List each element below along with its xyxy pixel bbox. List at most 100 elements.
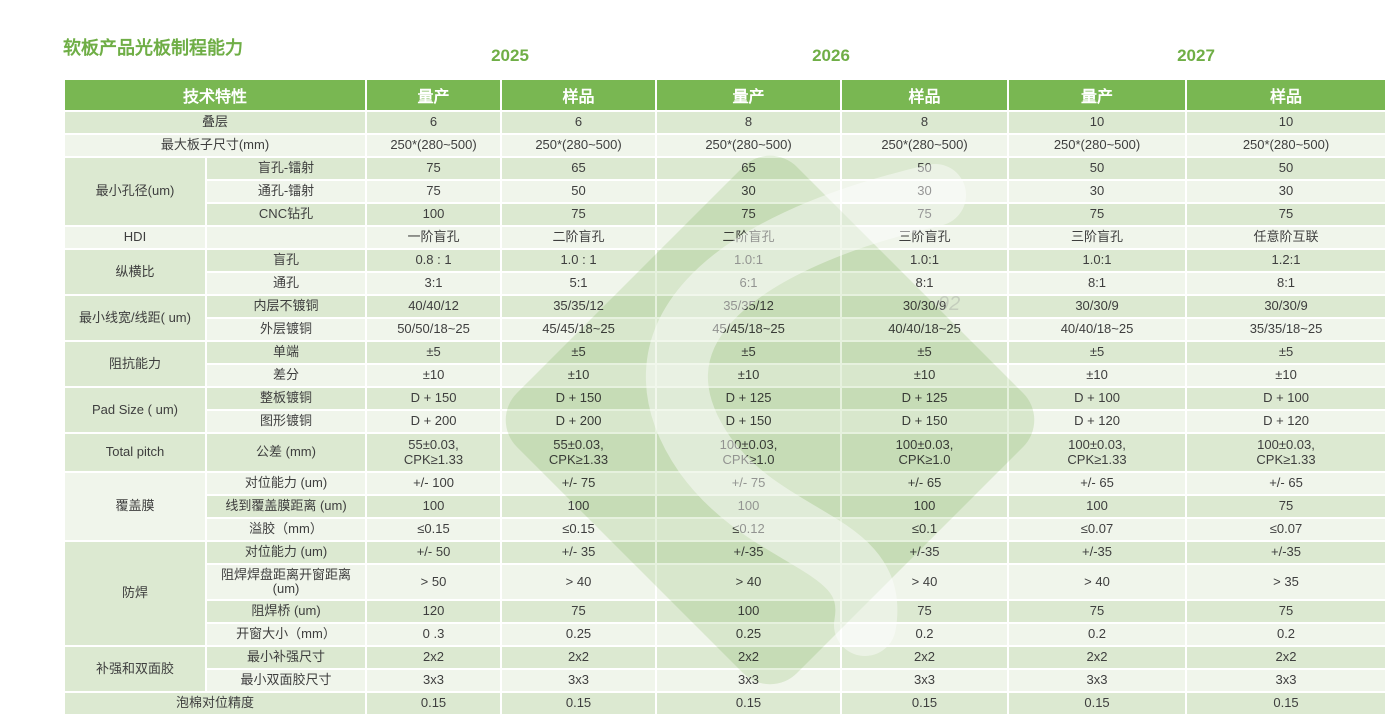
table-row: 图形镀铜 D + 200 D + 200 D + 150 D + 150 D +… bbox=[64, 409, 1388, 434]
row-sub-label: 通孔 bbox=[204, 271, 368, 296]
cell-value: 75 bbox=[500, 202, 658, 227]
row-group-label: 最小孔径(um) bbox=[63, 156, 207, 227]
cell-value: > 40 bbox=[840, 563, 1010, 601]
cell-value: 1.0:1 bbox=[1007, 248, 1188, 273]
row-sub-label: 盲孔-镭射 bbox=[204, 156, 368, 181]
cell-value: 二阶盲孔 bbox=[500, 225, 658, 250]
table-row: 差分 ±10 ±10 ±10 ±10 ±10 ±10 bbox=[64, 363, 1388, 388]
row-sub-label: 开窗大小（mm） bbox=[204, 622, 368, 647]
cell-value: ±5 bbox=[1185, 340, 1388, 365]
cell-value: 0.15 bbox=[500, 691, 658, 716]
table-row: 通孔-镭射 75 50 30 30 30 30 bbox=[64, 179, 1388, 204]
cell-value: 8:1 bbox=[1007, 271, 1188, 296]
cell-value: ±10 bbox=[1007, 363, 1188, 388]
row-label: 叠层 bbox=[62, 110, 368, 135]
table-row: 最小双面胶尺寸 3x3 3x3 3x3 3x3 3x3 3x3 bbox=[64, 668, 1388, 693]
row-group-label: Total pitch bbox=[63, 432, 207, 473]
cell-value: 30 bbox=[840, 179, 1010, 204]
cell-value: D + 200 bbox=[500, 409, 658, 434]
row-sub-label: 公差 (mm) bbox=[204, 432, 368, 473]
cell-value: 一阶盲孔 bbox=[365, 225, 503, 250]
cell-value: D + 150 bbox=[500, 386, 658, 411]
cell-value: 3x3 bbox=[1007, 668, 1188, 693]
cell-value: 30 bbox=[655, 179, 843, 204]
cell-value: > 40 bbox=[655, 563, 843, 601]
cell-value: 100±0.03, CPK≥1.0 bbox=[840, 432, 1010, 473]
cell-value: 75 bbox=[840, 202, 1010, 227]
cell-value: 35/35/12 bbox=[500, 294, 658, 319]
cell-value: 30 bbox=[1007, 179, 1188, 204]
cell-value: 30/30/9 bbox=[1185, 294, 1388, 319]
year-header-row: 2025 2026 2027 bbox=[365, 46, 1385, 66]
cell-value: ±10 bbox=[500, 363, 658, 388]
cell-value: 5:1 bbox=[500, 271, 658, 296]
cell-value: 3x3 bbox=[365, 668, 503, 693]
cell-value: 100 bbox=[655, 599, 843, 624]
table-row: 覆盖膜 对位能力 (um) +/- 100 +/- 75 +/- 75 +/- … bbox=[63, 471, 1388, 542]
cell-value: 1.2:1 bbox=[1185, 248, 1388, 273]
row-group-label: 纵横比 bbox=[63, 248, 207, 296]
cell-value: 1.0:1 bbox=[655, 248, 843, 273]
table-row: 泡棉对位精度 0.15 0.15 0.15 0.15 0.15 0.15 bbox=[62, 691, 1388, 716]
cell-value: ±10 bbox=[840, 363, 1010, 388]
row-sub-label: 溢胶（mm） bbox=[204, 517, 368, 542]
cell-value: 100 bbox=[1007, 494, 1188, 519]
cell-value: 250*(280~500) bbox=[500, 133, 658, 158]
cell-value: 40/40/18~25 bbox=[1007, 317, 1188, 342]
row-group-label: 阻抗能力 bbox=[63, 340, 207, 388]
cell-value: 3x3 bbox=[655, 668, 843, 693]
cell-value: 0.2 bbox=[1185, 622, 1388, 647]
cell-value: 75 bbox=[655, 202, 843, 227]
cell-value: 65 bbox=[655, 156, 843, 181]
cell-value: 50/50/18~25 bbox=[365, 317, 503, 342]
cell-value: D + 100 bbox=[1185, 386, 1388, 411]
cell-value: +/-35 bbox=[840, 540, 1010, 565]
cell-value: 250*(280~500) bbox=[1007, 133, 1188, 158]
cell-value: 任意阶互联 bbox=[1185, 225, 1388, 250]
cell-value: 2x2 bbox=[1007, 645, 1188, 670]
cell-value: 6 bbox=[365, 110, 503, 135]
cell-value: 0.2 bbox=[1007, 622, 1188, 647]
cell-value: 0.2 bbox=[840, 622, 1010, 647]
cell-value: +/- 65 bbox=[1185, 471, 1388, 496]
cell-value: 0.8 : 1 bbox=[365, 248, 503, 273]
cell-value: 10 bbox=[1185, 110, 1388, 135]
header-col-massprod-2026: 量产 bbox=[655, 78, 843, 112]
row-sub-label: 通孔-镭射 bbox=[204, 179, 368, 204]
cell-value: +/- 35 bbox=[500, 540, 658, 565]
cell-value: 8:1 bbox=[840, 271, 1010, 296]
table-row: 通孔 3:1 5:1 6:1 8:1 8:1 8:1 bbox=[64, 271, 1388, 296]
page-title: 软板产品光板制程能力 bbox=[63, 38, 243, 58]
row-sub-label: CNC钻孔 bbox=[204, 202, 368, 227]
cell-value: 40/40/18~25 bbox=[840, 317, 1010, 342]
cell-value: 45/45/18~25 bbox=[500, 317, 658, 342]
cell-value: 250*(280~500) bbox=[365, 133, 503, 158]
cell-value: D + 150 bbox=[840, 409, 1010, 434]
cell-value: 10 bbox=[1007, 110, 1188, 135]
table-row: HDI 一阶盲孔 二阶盲孔 二阶盲孔 三阶盲孔 三阶盲孔 任意阶互联 bbox=[63, 225, 1388, 250]
cell-value: 75 bbox=[1185, 599, 1388, 624]
cell-value: 8 bbox=[655, 110, 843, 135]
cell-value: 0.15 bbox=[1185, 691, 1388, 716]
process-capability-table: 技术特性 量产 样品 量产 样品 量产 样品 叠层 6 6 8 8 10 10 … bbox=[62, 78, 1388, 716]
cell-value: +/- 65 bbox=[840, 471, 1010, 496]
cell-value: 100 bbox=[365, 202, 503, 227]
cell-value: 30 bbox=[1185, 179, 1388, 204]
table-row: 最小线宽/线距( um) 内层不镀铜 40/40/12 35/35/12 35/… bbox=[63, 294, 1388, 342]
row-sub-label: 外层镀铜 bbox=[204, 317, 368, 342]
cell-value: ±10 bbox=[655, 363, 843, 388]
empty-cell bbox=[204, 225, 368, 250]
table-row: 最小孔径(um) 盲孔-镭射 75 65 65 50 50 50 bbox=[63, 156, 1388, 227]
header-col-sample-2027: 样品 bbox=[1185, 78, 1388, 112]
cell-value: D + 125 bbox=[840, 386, 1010, 411]
table-row: 补强和双面胶 最小补强尺寸 2x2 2x2 2x2 2x2 2x2 2x2 bbox=[63, 645, 1388, 693]
header-feature: 技术特性 bbox=[62, 78, 368, 112]
cell-value: ≤0.12 bbox=[655, 517, 843, 542]
table-row: CNC钻孔 100 75 75 75 75 75 bbox=[64, 202, 1388, 227]
cell-value: 100±0.03, CPK≥1.33 bbox=[1007, 432, 1188, 473]
cell-value: 0.25 bbox=[655, 622, 843, 647]
row-label: HDI bbox=[63, 225, 207, 250]
cell-value: 2x2 bbox=[1185, 645, 1388, 670]
cell-value: D + 150 bbox=[655, 409, 843, 434]
cell-value: 75 bbox=[500, 599, 658, 624]
